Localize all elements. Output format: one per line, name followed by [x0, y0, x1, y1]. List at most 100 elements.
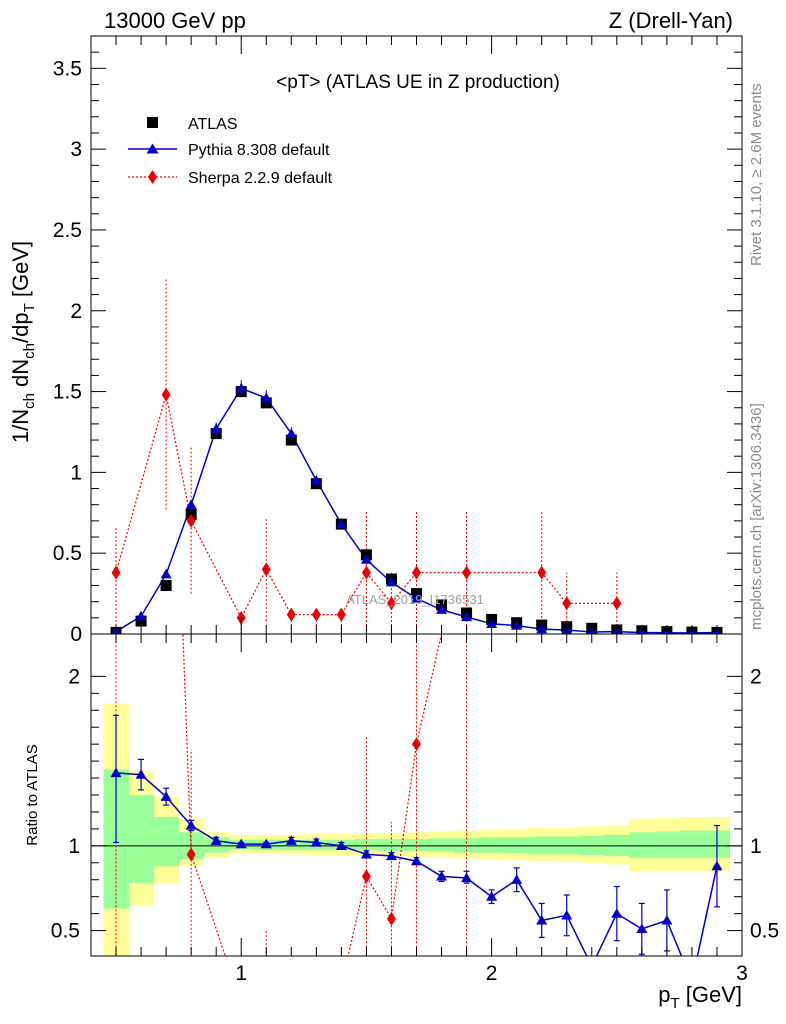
sherpa-line: [115, 394, 617, 620]
uncertainty-band-inner: [629, 832, 655, 858]
ratio-y-tick-label-right: 2: [750, 665, 762, 688]
atlas-data-point: [135, 615, 147, 627]
ratio-y-axis-label: Ratio to ATLAS: [24, 744, 41, 845]
uncertainty-band-inner: [128, 795, 155, 884]
ratio-pythia-point: [210, 835, 222, 845]
ratio-y-tick-label-left: 1: [68, 835, 80, 858]
ratio-pythia-point: [611, 908, 623, 918]
pythia-point: [360, 554, 372, 564]
ratio-sherpa-point: [287, 991, 296, 1005]
ratio-sherpa-line: [182, 634, 443, 956]
legend-label-atlas: ATLAS: [188, 116, 238, 133]
ratio-pythia-point: [160, 791, 172, 801]
ratio-sherpa-point: [337, 978, 346, 992]
sherpa-point: [311, 607, 321, 622]
legend-marker-square: [147, 117, 158, 128]
ratio-pythia-point: [636, 923, 648, 934]
ratio-sherpa-point: [262, 961, 271, 975]
ratio-series-group: [91, 634, 742, 1010]
main-y-tick-label: 2: [70, 300, 82, 323]
x-axis-label: pT [GeV]: [658, 982, 742, 1012]
pythia-point: [210, 423, 222, 433]
uncertainty-band-inner: [479, 837, 505, 853]
legend-item-sherpa: Sherpa 2.2.9 default: [128, 170, 333, 187]
ratio-y-tick-label-left: 2: [68, 665, 80, 688]
side-label-upper: Rivet 3.1.10, ≥ 2.6M events: [748, 84, 765, 267]
header-right: Z (Drell-Yan): [609, 8, 733, 33]
uncertainty-band-inner: [654, 831, 680, 858]
plot-title: <pT> (ATLAS UE in Z production): [276, 72, 560, 93]
legend-marker-diamond: [148, 170, 157, 184]
sherpa-point: [186, 513, 196, 528]
main-y-tick-label: 1.5: [53, 381, 82, 404]
ratio-pythia-point: [185, 820, 197, 830]
ratio-sherpa-point: [361, 869, 371, 884]
uncertainty-band-inner: [429, 838, 455, 852]
ratio-pythia-point: [536, 914, 548, 925]
ratio-pythia-point: [711, 860, 723, 871]
pythia-point: [436, 604, 448, 614]
ratio-pythia-point: [310, 836, 322, 847]
legend-item-atlas: ATLAS: [147, 116, 238, 133]
sherpa-point: [361, 565, 371, 580]
sherpa-point: [462, 565, 472, 580]
sherpa-point: [286, 607, 296, 622]
pythia-point: [235, 382, 247, 393]
main-y-tick-label: 0.5: [53, 542, 82, 565]
main-plot-layer: [110, 278, 723, 634]
uncertainty-band-inner: [403, 839, 430, 851]
sherpa-point: [336, 607, 346, 622]
ratio-pythia-point: [235, 838, 247, 849]
ratio-y-tick-label-right: 1: [750, 835, 762, 858]
sherpa-point: [111, 565, 121, 580]
pythia-point: [285, 428, 297, 438]
pythia-point: [385, 576, 397, 587]
ratio-x-ticks: 1 2 3: [115, 634, 748, 985]
ratio-pythia-point: [461, 872, 473, 883]
main-y-axis-label: 1/Nch dNch/dpT [GeV]: [8, 241, 38, 443]
sherpa-point: [562, 596, 572, 611]
ratio-plot: 0.5 0.5 1 1 2 2 1 2 3 Ratio to ATLAS pT [GeV]: [24, 633, 779, 1012]
sherpa-point: [386, 596, 396, 611]
ratio-y-tick-label-right: 0.5: [750, 920, 779, 943]
ratio-pythia-point: [135, 769, 147, 779]
sherpa-point: [612, 596, 622, 611]
ratio-pythia-point: [360, 848, 372, 859]
x-tick-label: 3: [736, 962, 748, 985]
ratio-plot-layer: [91, 634, 742, 1010]
ratio-pythia-point: [511, 874, 523, 884]
ratio-pythia-point: [385, 850, 397, 861]
legend: ATLAS Pythia 8.308 default Sherpa 2.2.9 …: [128, 116, 333, 187]
ratio-sherpa-point: [186, 847, 196, 862]
ratio-sherpa-point: [237, 996, 246, 1010]
uncertainty-band-inner: [679, 830, 705, 858]
main-y-axis-label-text: 1/Nch dNch/dpT [GeV]: [8, 241, 38, 443]
main-y-tick-label: 3.5: [53, 57, 82, 80]
ratio-y-ticks: 0.5 0.5 1 1 2 2: [51, 665, 779, 942]
main-y-tick-label: 0: [70, 623, 82, 646]
main-y-ticks: 0 0.5 1 1.5 2 2.5 3 3.5: [53, 51, 742, 646]
pythia-point: [511, 620, 523, 630]
ratio-pythia-point: [335, 840, 347, 850]
pythia-point: [461, 611, 473, 622]
header-left: 13000 GeV pp: [104, 8, 246, 33]
ratio-sherpa-point: [386, 911, 396, 926]
uncertainty-band-inner: [153, 817, 180, 867]
ratio-pythia-point: [661, 914, 673, 925]
side-label-lower: mcplots.cern.ch [arXiv:1306.3436]: [748, 403, 765, 630]
sherpa-point: [412, 565, 421, 580]
legend-label-pythia: Pythia 8.308 default: [188, 142, 330, 159]
pythia-point: [160, 568, 172, 579]
ratio-pythia-point: [561, 909, 573, 920]
ratio-pythia-point: [110, 767, 122, 778]
pythia-point: [411, 592, 422, 603]
sherpa-point: [261, 562, 271, 577]
ratio-pythia-point: [260, 838, 272, 849]
ratio-pythia-point: [586, 961, 597, 971]
sherpa-point: [537, 565, 547, 580]
main-y-tick-label: 1: [70, 461, 82, 484]
pythia-point: [185, 499, 197, 509]
watermark: ATLAS_2019_I1736531: [346, 592, 484, 607]
sherpa-point: [161, 387, 171, 402]
